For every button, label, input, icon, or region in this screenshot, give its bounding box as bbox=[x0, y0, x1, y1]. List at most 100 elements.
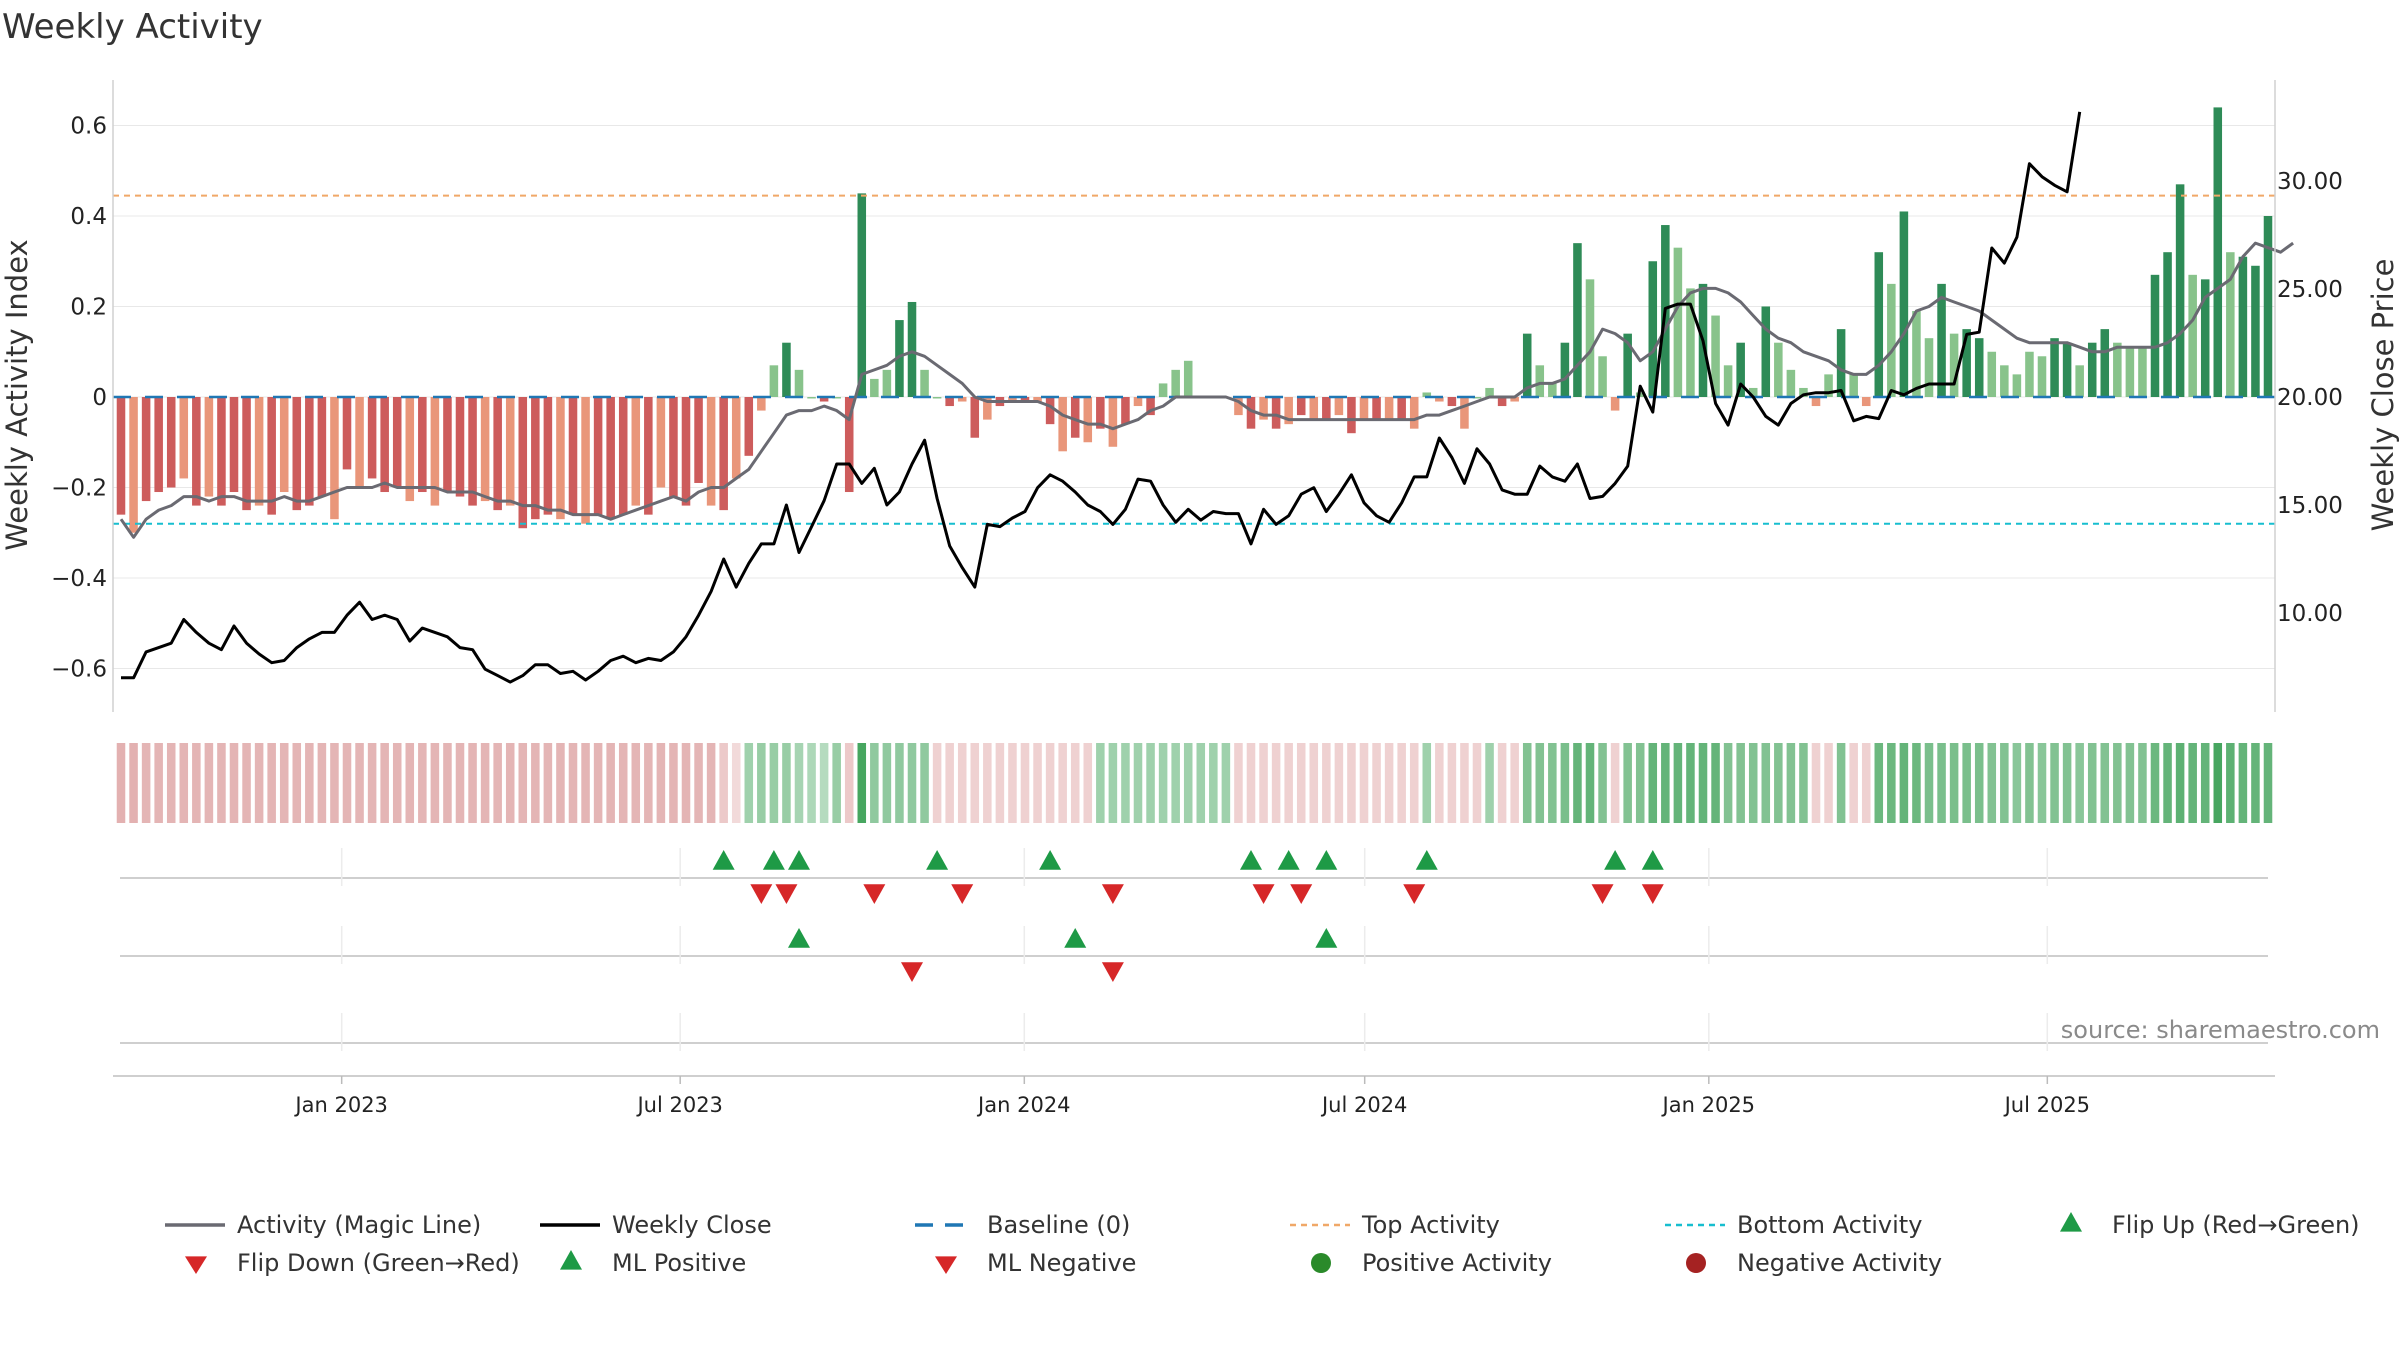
state-cell bbox=[681, 743, 691, 823]
flip-up-marker bbox=[1315, 850, 1338, 870]
activity-bar bbox=[242, 397, 251, 511]
state-cell bbox=[1359, 743, 1369, 823]
activity-bar bbox=[1409, 397, 1419, 429]
activity-bar bbox=[870, 378, 879, 397]
state-cell bbox=[1861, 743, 1871, 823]
state-cell bbox=[807, 743, 816, 823]
state-cell bbox=[2012, 743, 2022, 823]
state-cell bbox=[1397, 743, 1406, 823]
activity-bar bbox=[1899, 211, 1909, 397]
state-cell bbox=[2000, 743, 2009, 823]
state-cell bbox=[1623, 743, 1632, 823]
activity-bar bbox=[1447, 397, 1457, 407]
activity-bar bbox=[2062, 342, 2072, 397]
activity-bar bbox=[317, 397, 327, 497]
activity-bar bbox=[2263, 216, 2273, 397]
activity-bar bbox=[957, 397, 967, 402]
activity-bar bbox=[782, 342, 791, 397]
activity-bar bbox=[1133, 397, 1143, 407]
left-tick-label: 0 bbox=[92, 385, 107, 411]
state-cell bbox=[832, 743, 841, 823]
state-cell bbox=[1472, 743, 1482, 823]
activity-bar bbox=[292, 397, 302, 511]
state-cell bbox=[166, 743, 176, 823]
activity-bar bbox=[2100, 329, 2110, 397]
left-tick-label: −0.2 bbox=[51, 476, 107, 502]
legend-item-mlneg: ML Negative bbox=[935, 1249, 1136, 1277]
left-tick-label: 0.4 bbox=[70, 204, 107, 230]
activity-state-strip bbox=[116, 743, 2273, 823]
state-cell bbox=[1987, 743, 1997, 823]
state-cell bbox=[1020, 743, 1030, 823]
state-cell bbox=[895, 743, 904, 823]
state-cell bbox=[581, 743, 590, 823]
flip-down-marker bbox=[775, 884, 798, 904]
activity-bar bbox=[392, 397, 402, 488]
state-cell bbox=[1974, 743, 1984, 823]
legend: Activity (Magic Line) Weekly Close Baselin… bbox=[165, 1211, 2360, 1277]
activity-bar bbox=[1384, 397, 1394, 420]
activity-bar bbox=[1146, 397, 1155, 416]
ml-negative-marker bbox=[901, 962, 923, 982]
state-cell bbox=[1296, 743, 1306, 823]
legend-item-bottom: Bottom Activity bbox=[1665, 1211, 1922, 1239]
state-cell bbox=[2175, 743, 2185, 823]
legend-label: Flip Down (Green→Red) bbox=[237, 1249, 520, 1277]
legend-label: Weekly Close bbox=[612, 1211, 772, 1239]
legend-label: Negative Activity bbox=[1737, 1249, 1942, 1277]
right-tick-label: 30.00 bbox=[2277, 169, 2343, 195]
state-cell bbox=[2125, 743, 2135, 823]
legend-item-posact: Positive Activity bbox=[1311, 1249, 1552, 1277]
activity-bar bbox=[1585, 279, 1595, 397]
activity-bar bbox=[342, 397, 352, 470]
state-cell bbox=[204, 743, 214, 823]
flip-up-marker bbox=[1415, 850, 1438, 870]
right-tick-label: 15.00 bbox=[2277, 493, 2343, 519]
flip-down-marker bbox=[1101, 884, 1124, 904]
state-cell bbox=[1447, 743, 1457, 823]
activity-bar bbox=[2138, 347, 2147, 397]
state-cell bbox=[719, 743, 728, 823]
legend-label: Bottom Activity bbox=[1737, 1211, 1922, 1239]
activity-bar bbox=[631, 397, 641, 506]
activity-bar bbox=[1748, 387, 1758, 397]
activity-bar bbox=[1322, 397, 1331, 420]
activity-bar bbox=[1020, 397, 1030, 402]
flip-up-marker bbox=[1641, 850, 1664, 870]
flip-up-marker bbox=[1240, 850, 1262, 870]
state-cell bbox=[1522, 743, 1532, 823]
activity-bar bbox=[1522, 333, 1532, 397]
activity-bar bbox=[1861, 397, 1871, 407]
legend-label: Top Activity bbox=[1361, 1211, 1500, 1239]
activity-bar bbox=[857, 193, 867, 397]
state-cell bbox=[1811, 743, 1821, 823]
state-cell bbox=[995, 743, 1005, 823]
activity-bar bbox=[694, 397, 703, 483]
activity-bar bbox=[192, 397, 201, 506]
state-cell bbox=[1497, 743, 1507, 823]
state-cell bbox=[1761, 743, 1771, 823]
state-cell bbox=[694, 743, 703, 823]
legend-item-close: Weekly Close bbox=[540, 1211, 772, 1239]
state-cell bbox=[1912, 743, 1921, 823]
state-cell bbox=[1171, 743, 1180, 823]
activity-bar bbox=[719, 397, 728, 511]
left-axis-ticks: 0.6 0.4 0.2 0 −0.2 −0.4 −0.6 bbox=[51, 114, 107, 683]
state-cell bbox=[857, 743, 867, 823]
state-cell bbox=[518, 743, 528, 823]
activity-bar bbox=[945, 397, 954, 407]
left-tick-label: 0.2 bbox=[70, 295, 107, 321]
activity-bar bbox=[1334, 397, 1344, 416]
activity-bar bbox=[1849, 374, 1858, 397]
state-cell bbox=[1849, 743, 1858, 823]
state-cell bbox=[342, 743, 352, 823]
state-cell bbox=[2226, 743, 2235, 823]
activity-bar bbox=[154, 397, 163, 493]
state-cell bbox=[1070, 743, 1080, 823]
state-cell bbox=[154, 743, 163, 823]
activity-bar bbox=[2125, 347, 2135, 397]
activity-bar bbox=[1435, 397, 1444, 402]
activity-bars bbox=[116, 107, 2273, 533]
activity-bar bbox=[1824, 374, 1833, 397]
activity-bar bbox=[568, 397, 578, 515]
